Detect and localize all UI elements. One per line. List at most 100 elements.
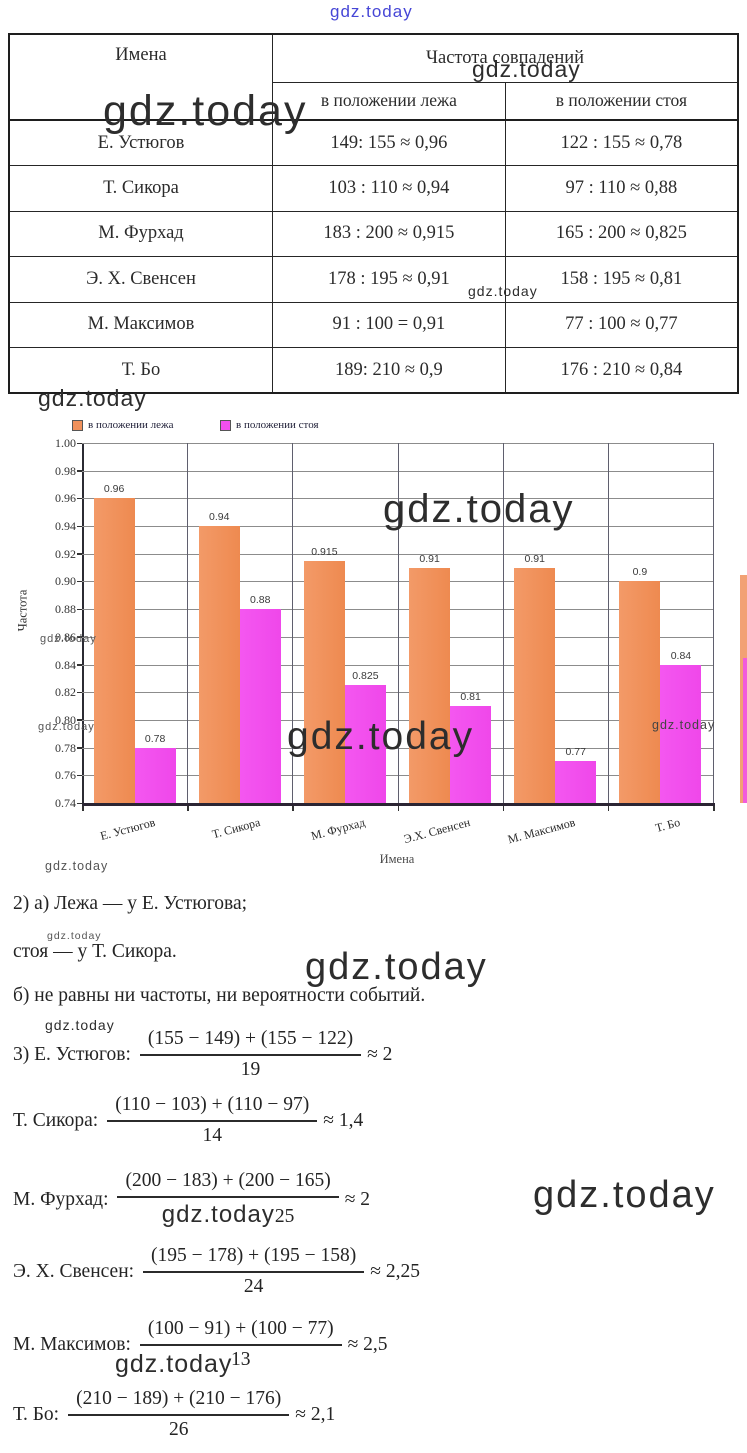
bar-value-label: 0.84 [670, 649, 692, 662]
formula-label: Т. Бо: [13, 1403, 60, 1425]
x-tick [713, 806, 715, 811]
fraction-denominator: 24 [243, 1276, 264, 1297]
fraction: (195 − 178) + (195 − 158) 24 [143, 1245, 365, 1298]
fraction: (100 − 91) + (100 − 77) 13 [139, 1318, 342, 1371]
table-subheader-standing: в положении стоя [504, 81, 739, 121]
fraction-denominator: 19 [240, 1059, 261, 1080]
table-cell: 178 : 195 ≈ 0,91 [272, 256, 506, 303]
gridline-v [292, 443, 294, 803]
bar-value-label: 0.94 [209, 511, 230, 524]
y-tick-label: 0.82 [55, 685, 76, 700]
formula-label: Т. Сикора: [13, 1109, 99, 1131]
solution-formula: Т. Бо: (210 − 189) + (210 − 176) 26 ≈ 2,1 [13, 1388, 335, 1441]
bar-value-label: 0.825 [352, 670, 379, 683]
chart-bar-standing [344, 685, 386, 803]
fraction-denominator: 26 [168, 1419, 189, 1440]
chart-bar-standing [555, 761, 597, 803]
site-watermark: gdz.today [330, 2, 413, 21]
x-category-label: М. Фурхад [309, 815, 367, 843]
table-row: М. Фурхад 183 : 200 ≈ 0,915 165 : 200 ≈ 0,… [8, 210, 739, 257]
gridline-v [187, 443, 189, 803]
y-tick [77, 442, 82, 444]
table-cell: Е. Устюгов [8, 119, 273, 166]
x-tick [397, 806, 399, 811]
y-tick-label: 0.94 [55, 519, 76, 534]
y-tick [77, 664, 82, 666]
table-row: Э. Х. Свенсен 178 : 195 ≈ 0,91 158 : 195 ≈… [8, 256, 739, 303]
chart-bar-standing [239, 609, 281, 803]
chart-bar-lying [619, 581, 661, 803]
y-tick [77, 553, 82, 555]
y-tick-label: 0.86 [55, 629, 76, 644]
legend-item-standing: в положении стоя [220, 419, 319, 431]
formula-label: 3) Е. Устюгов: [13, 1043, 131, 1065]
solution-formula: М. Фурхад: (200 − 183) + (200 − 165) gdz.t… [13, 1170, 370, 1229]
bar-value-label: 0.78 [144, 732, 166, 745]
bar-value-label: 0.9 [632, 566, 648, 579]
chart-bar-lying [93, 498, 135, 803]
y-tick-label: 0.88 [55, 602, 76, 617]
fraction-numerator: (110 − 103) + (110 − 97) [107, 1094, 318, 1122]
table-header-frequency: Частота совпадений [272, 33, 739, 83]
x-axis-title: Имена [379, 852, 415, 866]
y-tick-label: 1.00 [55, 436, 76, 450]
y-tick [77, 636, 82, 638]
y-tick [77, 747, 82, 749]
site-watermark: gdz.today [287, 715, 475, 758]
gridline-v [397, 443, 399, 803]
table-cell: 103 : 110 ≈ 0,94 [272, 165, 506, 212]
chart-bar-lying [198, 526, 240, 803]
formula-label: М. Максимов: [13, 1333, 131, 1355]
table-row: М. Максимов 91 : 100 = 0,91 77 : 100 ≈ 0,7… [8, 301, 739, 348]
gridline-v [607, 443, 609, 803]
site-watermark: gdz.today [472, 56, 581, 82]
y-tick [77, 802, 82, 804]
bar-value-label: 0.96 [103, 483, 125, 496]
legend-swatch-standing [220, 419, 231, 431]
x-category-label: Т. Бо [654, 815, 683, 836]
plot-area [82, 443, 715, 806]
site-watermark: gdz.today [40, 633, 97, 645]
chart-bar-standing [660, 664, 702, 803]
table-cell: 158 : 195 ≈ 0,81 [504, 256, 739, 303]
chart-bar-lying [303, 560, 345, 803]
table-cell: М. Фурхад [8, 210, 273, 257]
table-cell: 122 : 155 ≈ 0,78 [504, 119, 739, 166]
x-category-label: Т. Сикора [210, 815, 262, 842]
site-watermark: gdz.today [38, 385, 147, 411]
table-cell: 91 : 100 = 0,91 [272, 301, 506, 348]
site-watermark: gdz.today [38, 721, 95, 733]
y-tick [77, 470, 82, 472]
y-tick-label: 0.96 [55, 491, 76, 506]
site-watermark: gdz.today [103, 87, 308, 135]
formula-result: ≈ 1,4 [323, 1109, 364, 1131]
table-row: Т. Бо 189: 210 ≈ 0,9 176 : 210 ≈ 0,84 [8, 347, 739, 394]
table-header-names: Имена [8, 33, 273, 121]
fraction-denominator: 14 [202, 1125, 222, 1146]
y-tick-label: 0.78 [55, 740, 76, 755]
table-cell: Т. Бо [8, 347, 273, 394]
chart-bar-lying [409, 567, 451, 803]
site-watermark: gdz.today [305, 946, 488, 988]
formula-result: ≈ 2 [367, 1043, 393, 1065]
bar-value-label: 0.88 [250, 594, 271, 607]
chart-bar-standing [134, 747, 176, 803]
formula-label: М. Фурхад: [13, 1188, 109, 1210]
table-cell: Э. Х. Свенсен [8, 256, 273, 303]
answer-2b: б) не равны ни частоты, ни вероятности с… [13, 985, 426, 1006]
site-watermark: gdz.today [115, 1350, 233, 1378]
fraction-numerator: (100 − 91) + (100 − 77) [139, 1318, 342, 1346]
legend-swatch-lying [72, 419, 83, 431]
formula-label: Э. Х. Свенсен: [13, 1260, 135, 1282]
x-tick [502, 806, 505, 811]
y-tick [77, 719, 82, 721]
table-cell: 77 : 100 ≈ 0,77 [504, 301, 739, 348]
x-tick [607, 806, 610, 811]
fraction-numerator: (155 − 149) + (155 − 122) [139, 1028, 362, 1056]
y-tick-label: 0.84 [55, 657, 76, 672]
answer-2a-line1: 2) а) Лежа — у Е. Устюгова; [13, 893, 248, 914]
answer-2a-line2: стоя — у Т. Сикора. [13, 941, 177, 962]
fraction-denominator: 13 [231, 1349, 251, 1370]
y-tick [77, 525, 82, 528]
formula-result: ≈ 2,1 [295, 1403, 336, 1425]
